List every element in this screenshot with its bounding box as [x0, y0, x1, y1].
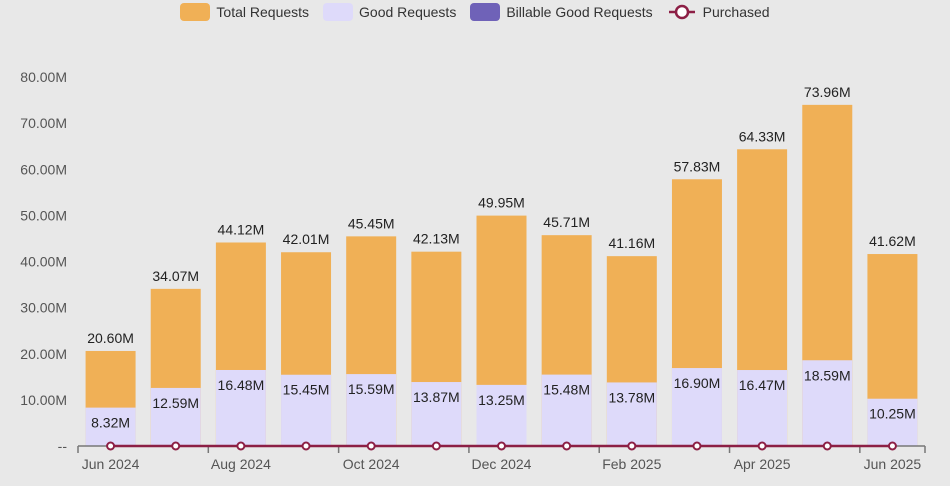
y-tick-label: 70.00M	[20, 115, 67, 131]
data-label-total: 64.33M	[739, 128, 786, 144]
bar-good-requests[interactable]	[606, 382, 657, 446]
data-label-total: 34.07M	[152, 268, 199, 284]
point-purchased[interactable]	[757, 441, 767, 451]
point-purchased[interactable]	[106, 441, 116, 451]
x-tick-label: Aug 2024	[211, 456, 271, 472]
bar-good-requests[interactable]	[671, 368, 722, 446]
point-purchased[interactable]	[562, 441, 572, 451]
point-purchased[interactable]	[887, 441, 897, 451]
data-label-total: 42.01M	[283, 231, 330, 247]
bar-good-requests[interactable]	[802, 360, 853, 446]
bar-good-requests[interactable]	[737, 370, 788, 446]
point-purchased[interactable]	[171, 441, 181, 451]
data-label-total: 44.12M	[218, 221, 265, 237]
bar-good-requests[interactable]	[215, 369, 266, 446]
data-label-good: 16.90M	[674, 375, 721, 391]
legend-label: Good Requests	[359, 4, 457, 20]
bar-good-requests[interactable]	[867, 398, 918, 446]
legend-item-billable-good-requests[interactable]: Billable Good Requests	[470, 3, 653, 21]
data-label-total: 73.96M	[804, 84, 851, 100]
line-marker-icon	[668, 4, 695, 20]
y-tick-label: 80.00M	[20, 69, 67, 85]
legend-swatch	[180, 3, 211, 21]
x-tick-label: Feb 2025	[602, 456, 661, 472]
point-purchased[interactable]	[431, 441, 441, 451]
point-purchased[interactable]	[301, 441, 311, 451]
x-tick-label: Jun 2025	[864, 456, 922, 472]
point-purchased[interactable]	[692, 441, 702, 451]
legend-swatch	[470, 3, 501, 21]
data-label-total: 41.16M	[608, 235, 655, 251]
data-label-good: 16.47M	[739, 377, 786, 393]
bar-good-requests[interactable]	[85, 407, 136, 446]
y-tick-label: 50.00M	[20, 207, 67, 223]
legend-label: Total Requests	[216, 4, 310, 20]
data-label-total: 49.95M	[478, 195, 525, 211]
data-label-good: 10.25M	[869, 406, 916, 422]
legend-item-total-requests[interactable]: Total Requests	[180, 3, 309, 21]
bar-good-requests[interactable]	[346, 374, 397, 446]
data-label-good: 15.48M	[543, 382, 590, 398]
data-label-good: 8.32M	[91, 415, 130, 431]
y-tick-label: 40.00M	[20, 254, 67, 270]
data-label-total: 45.71M	[543, 214, 590, 230]
data-label-good: 13.25M	[478, 392, 525, 408]
bar-good-requests[interactable]	[476, 384, 527, 446]
point-purchased[interactable]	[497, 441, 506, 451]
legend-swatch	[323, 3, 354, 21]
y-tick-label: 60.00M	[20, 161, 67, 177]
y-tick-label: 10.00M	[20, 392, 67, 408]
data-label-good: 18.59M	[804, 367, 851, 383]
point-purchased[interactable]	[627, 441, 637, 451]
y-tick-label: 20.00M	[20, 346, 67, 362]
data-label-good: 15.45M	[283, 382, 330, 398]
legend-item-good-requests[interactable]: Good Requests	[323, 3, 456, 21]
x-tick-label: Jun 2024	[82, 456, 140, 472]
legend-label: Billable Good Requests	[506, 4, 653, 20]
data-label-good: 13.78M	[608, 389, 655, 405]
data-label-total: 42.13M	[413, 231, 460, 247]
point-purchased[interactable]	[822, 441, 832, 451]
legend-item-purchased[interactable]: Purchased	[667, 3, 770, 21]
data-label-good: 13.87M	[413, 389, 460, 405]
x-tick-label: Apr 2025	[734, 456, 791, 472]
bar-good-requests[interactable]	[150, 387, 201, 446]
bar-good-requests[interactable]	[411, 382, 462, 446]
data-label-total: 20.60M	[87, 330, 134, 346]
data-label-good: 15.59M	[348, 381, 395, 397]
point-purchased[interactable]	[236, 441, 246, 451]
data-label-total: 45.45M	[348, 215, 395, 231]
point-purchased[interactable]	[366, 441, 376, 451]
bar-good-requests[interactable]	[541, 374, 592, 446]
data-label-total: 57.83M	[674, 158, 721, 174]
legend-label: Purchased	[702, 4, 770, 20]
data-label-total: 41.62M	[869, 233, 916, 249]
legend: Total Requests Good Requests Billable Good…	[0, 3, 950, 21]
y-tick-label: --	[58, 438, 68, 454]
y-tick-label: 30.00M	[20, 300, 67, 316]
bar-good-requests[interactable]	[281, 374, 332, 446]
data-label-good: 16.48M	[218, 377, 265, 393]
x-tick-label: Dec 2024	[472, 456, 532, 472]
x-tick-label: Oct 2024	[343, 456, 400, 472]
data-label-good: 12.59M	[152, 395, 199, 411]
